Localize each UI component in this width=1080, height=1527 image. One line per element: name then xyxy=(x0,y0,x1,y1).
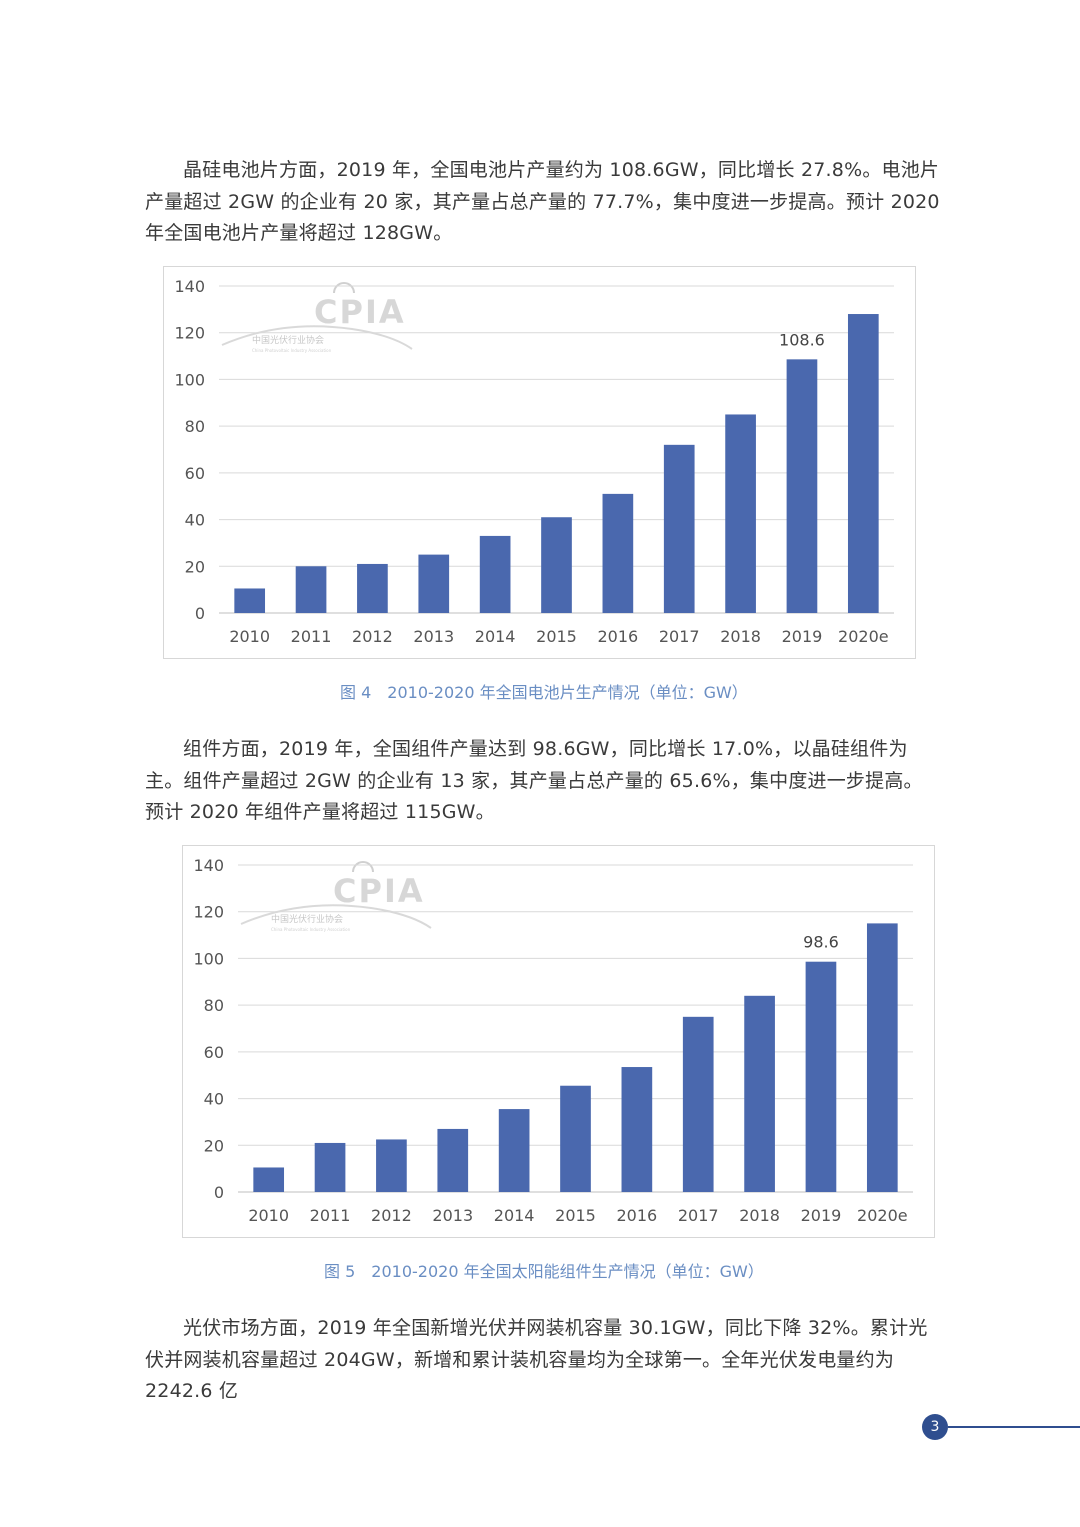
figure-4-number: 图 4 xyxy=(340,683,372,702)
x-tick-label: 2010 xyxy=(248,1206,289,1225)
x-tick-label: 2015 xyxy=(536,627,577,646)
x-tick-label: 2012 xyxy=(371,1206,412,1225)
logo-subtitle: 中国光伏行业协会 xyxy=(252,334,324,346)
x-tick-label: 2016 xyxy=(617,1206,658,1225)
bar-2017 xyxy=(663,444,695,613)
bar-2011 xyxy=(314,1142,346,1192)
bar-2010 xyxy=(253,1167,285,1192)
y-tick-label: 140 xyxy=(193,856,224,875)
y-tick-label: 0 xyxy=(214,1183,224,1202)
bar-2016 xyxy=(621,1067,653,1192)
y-tick-label: 60 xyxy=(185,464,205,483)
bar-2011 xyxy=(295,566,327,613)
bar-2020e xyxy=(847,314,879,613)
data-label-2019: 98.6 xyxy=(803,933,839,952)
logo-subtitle-en: China Photovoltaic Industry Association xyxy=(252,348,332,353)
logo-swoosh-icon xyxy=(240,904,432,929)
bar-2014 xyxy=(498,1109,530,1192)
x-tick-label: 2013 xyxy=(413,627,454,646)
y-tick-label: 100 xyxy=(193,949,224,968)
x-tick-label: 2020e xyxy=(838,627,889,646)
logo-name: CPIA xyxy=(314,293,406,331)
figure-5-text: 2010-2020 年全国太阳能组件生产情况（单位：GW） xyxy=(371,1262,764,1281)
x-tick-label: 2016 xyxy=(598,627,639,646)
bar-2018 xyxy=(744,995,775,1192)
figure-4-text: 2010-2020 年全国电池片生产情况（单位：GW） xyxy=(387,683,748,702)
bar-2012 xyxy=(357,563,388,613)
bar-2013 xyxy=(418,554,450,613)
bar-2015 xyxy=(541,517,572,613)
y-tick-label: 100 xyxy=(174,370,205,389)
x-tick-label: 2018 xyxy=(720,627,761,646)
x-tick-label: 2011 xyxy=(291,627,332,646)
bar-2019 xyxy=(786,359,818,613)
y-tick-label: 40 xyxy=(185,511,205,530)
x-tick-label: 2017 xyxy=(678,1206,719,1225)
bar-2020e xyxy=(866,923,898,1192)
data-label-2019: 108.6 xyxy=(779,330,825,349)
y-tick-label: 20 xyxy=(204,1136,224,1155)
y-tick-label: 140 xyxy=(174,277,205,296)
y-tick-label: 80 xyxy=(204,996,224,1015)
chart-cell-production: CPIA 中国光伏行业协会 China Photovoltaic Industry … xyxy=(163,266,916,659)
bar-2014 xyxy=(479,535,511,613)
bar-2017 xyxy=(682,1016,714,1192)
bar-2013 xyxy=(437,1128,469,1192)
bar-2018 xyxy=(725,414,756,613)
logo-subtitle-en: China Photovoltaic Industry Association xyxy=(271,927,351,932)
bar-2010 xyxy=(234,588,266,613)
x-tick-label: 2010 xyxy=(229,627,270,646)
figure-5-caption: 图 5 2010-2020 年全国太阳能组件生产情况（单位：GW） xyxy=(324,1258,764,1282)
page-number-badge: 3 xyxy=(922,1414,948,1440)
paragraph-module-production: 组件方面，2019 年，全国组件产量达到 98.6GW，同比增长 17.0%，以… xyxy=(145,738,923,823)
x-tick-label: 2019 xyxy=(782,627,823,646)
y-tick-label: 40 xyxy=(204,1090,224,1109)
page-number-rule xyxy=(948,1426,1080,1428)
y-tick-label: 80 xyxy=(185,417,205,436)
x-tick-label: 2017 xyxy=(659,627,700,646)
chart-cell-production-svg: CPIA 中国光伏行业协会 China Photovoltaic Industry … xyxy=(174,277,894,646)
logo-sun-icon xyxy=(333,282,355,294)
logo-sun-icon xyxy=(352,861,374,873)
x-tick-label: 2018 xyxy=(739,1206,780,1225)
figure-5-number: 图 5 xyxy=(324,1262,356,1281)
cpia-logo: CPIA 中国光伏行业协会 China Photovoltaic Industry … xyxy=(221,282,413,353)
y-tick-label: 20 xyxy=(185,557,205,576)
logo-subtitle: 中国光伏行业协会 xyxy=(271,913,343,925)
y-tick-label: 0 xyxy=(195,604,205,623)
x-tick-label: 2020e xyxy=(857,1206,908,1225)
x-tick-label: 2011 xyxy=(310,1206,351,1225)
bar-2019 xyxy=(805,961,837,1192)
x-tick-label: 2012 xyxy=(352,627,393,646)
x-tick-label: 2015 xyxy=(555,1206,596,1225)
y-tick-label: 60 xyxy=(204,1043,224,1062)
y-tick-label: 120 xyxy=(193,903,224,922)
bar-2015 xyxy=(560,1085,591,1192)
bar-2012 xyxy=(376,1139,407,1192)
x-tick-label: 2014 xyxy=(475,627,516,646)
x-tick-label: 2019 xyxy=(801,1206,842,1225)
chart-module-production: CPIA 中国光伏行业协会 China Photovoltaic Industry … xyxy=(182,845,935,1238)
x-tick-label: 2014 xyxy=(494,1206,535,1225)
chart-module-production-svg: CPIA 中国光伏行业协会 China Photovoltaic Industry … xyxy=(193,856,913,1225)
logo-swoosh-icon xyxy=(221,325,413,350)
bar-2016 xyxy=(602,493,634,613)
figure-4-caption: 图 4 2010-2020 年全国电池片生产情况（单位：GW） xyxy=(340,679,748,703)
y-tick-label: 120 xyxy=(174,324,205,343)
logo-name: CPIA xyxy=(333,872,425,910)
paragraph-cell-production: 晶硅电池片方面，2019 年，全国电池片产量约为 108.6GW，同比增长 27… xyxy=(145,159,940,244)
x-tick-label: 2013 xyxy=(432,1206,473,1225)
cpia-logo: CPIA 中国光伏行业协会 China Photovoltaic Industry … xyxy=(240,861,432,932)
paragraph-pv-market: 光伏市场方面，2019 年全国新增光伏并网装机容量 30.1GW，同比下降 32… xyxy=(145,1317,928,1402)
